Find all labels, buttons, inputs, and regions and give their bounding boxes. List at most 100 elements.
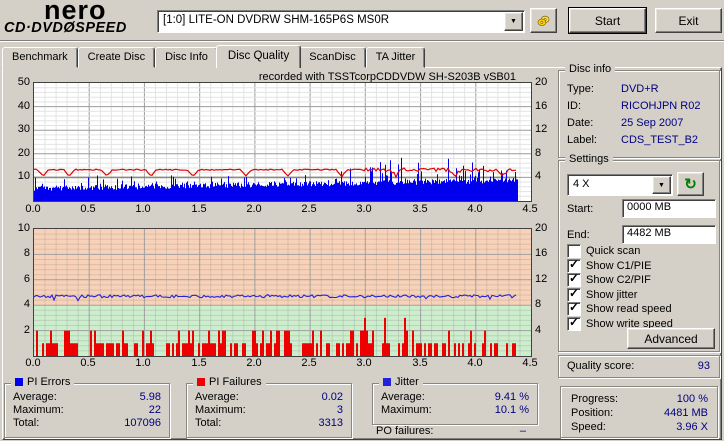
x-axis-tick: 0.5 — [80, 203, 96, 215]
checkbox-show-jitter[interactable]: ✓ — [567, 286, 581, 302]
x-axis-tick: 0.0 — [25, 203, 41, 215]
checkbox-row-show-write-speed: ✓ Show write speed — [567, 315, 673, 331]
y-axis-tick-left: 40 — [17, 100, 30, 112]
stat-label-maximum: Maximum: — [195, 404, 246, 416]
disc-info-value-label: CDS_TEST_B2 — [621, 134, 699, 146]
checkbox-row-show-jitter: ✓ Show jitter — [567, 286, 637, 302]
disc-info-group: Disc info Type: DVD+R ID: RICOHJPN R02 Date:… — [558, 63, 720, 158]
stat-label-average: Average: — [195, 391, 239, 403]
stat-label-average: Average: — [13, 391, 57, 403]
start-button[interactable]: Start — [568, 7, 647, 34]
nero-logo-wordmark: nero — [44, 0, 107, 25]
checkbox-quick-scan[interactable] — [567, 244, 581, 258]
y-axis-tick-right: 12 — [535, 273, 548, 285]
checkbox-show-c1-pie[interactable]: ✓ — [567, 257, 581, 273]
chevron-down-icon[interactable]: ▼ — [652, 176, 671, 194]
settings-group-title: Settings — [565, 153, 613, 165]
start-position-field[interactable]: 0000 MB — [622, 199, 716, 218]
x-axis-tick: 3.5 — [412, 203, 428, 215]
progress-panel: Progress: 100 % Position: 4481 MB Speed: 3.96… — [560, 386, 718, 438]
refresh-media-button[interactable]: ↻ — [677, 172, 704, 196]
y-axis-tick-left: 50 — [17, 76, 30, 88]
y-axis-tick-right: 4 — [535, 170, 542, 182]
y-axis-tick-left: 20 — [17, 147, 30, 159]
checkbox-label-show-write-speed: Show write speed — [586, 318, 673, 330]
pi-errors-chart-canvas — [34, 83, 531, 201]
y-axis-tick-left: 2 — [23, 324, 30, 336]
disc-info-label-label: Label: — [567, 134, 597, 146]
disc-info-label-type: Type: — [567, 83, 594, 95]
checkbox-label-show-read-speed: Show read speed — [586, 303, 672, 316]
checkbox-row-show-c1-pie: ✓ Show C1/PIE — [567, 257, 652, 273]
stat-label-total: Total: — [195, 417, 222, 429]
stats-group-title-jitter: Jitter — [379, 376, 423, 388]
po-failures-label: PO failures: — [376, 425, 434, 437]
disc-info-value-id: RICOHJPN R02 — [621, 100, 701, 112]
drive-select-value: [1:0] LITE-ON DVDRW SHM-165P6S MS0R — [163, 14, 390, 26]
end-position-field[interactable]: 4482 MB — [622, 225, 716, 244]
checkbox-row-show-read-speed: ✓ Show read speed — [567, 300, 672, 317]
checkbox-row-show-c2-pif: ✓ Show C2/PIF — [567, 271, 651, 288]
checkbox-show-write-speed[interactable]: ✓ — [567, 315, 581, 331]
pi-errors-chart — [33, 82, 532, 202]
stats-group-title-pi-errors: PI Errors — [11, 376, 75, 388]
check-mark-icon: ✓ — [569, 271, 580, 286]
exit-button[interactable]: Exit — [655, 8, 722, 33]
stat-value-pi-failures-total: 3313 — [318, 417, 343, 429]
cd-dvd-speed-logo-text: CD·DVDØSPEED — [4, 20, 127, 36]
toolbar-separator — [0, 40, 724, 42]
disc-info-value-date: 25 Sep 2007 — [621, 117, 684, 129]
x-axis-tick: 4.0 — [467, 203, 483, 215]
checkbox-label-quick-scan: Quick scan — [586, 245, 641, 257]
discs-icon — [537, 15, 550, 26]
checkbox-label-show-c2-pif: Show C2/PIF — [586, 274, 651, 287]
check-mark-icon: ✓ — [569, 315, 580, 329]
stats-group-pi-failures: PI Failures Average: 0.02 Maximum: 3 Total: 33… — [186, 376, 352, 438]
tab-ta-jitter[interactable]: TA Jitter — [365, 47, 426, 68]
x-axis-tick: 4.5 — [522, 203, 538, 215]
x-axis-tick: 1.5 — [191, 203, 207, 215]
x-axis-tick: 2.5 — [301, 203, 317, 215]
advanced-button[interactable]: Advanced — [627, 328, 715, 349]
refresh-icon: ↻ — [684, 176, 697, 193]
x-axis-tick: 2.0 — [246, 203, 262, 215]
x-axis-tick: 1.0 — [135, 203, 151, 215]
legend-label: PI Errors — [27, 376, 71, 388]
checkbox-label-show-c1-pie: Show C1/PIE — [586, 259, 652, 272]
tab-create-disc[interactable]: Create Disc — [77, 47, 156, 68]
stat-value-jitter-maximum: 10.1 % — [494, 404, 529, 416]
tab-disc-info[interactable]: Disc Info — [155, 47, 218, 68]
tab-scandisc[interactable]: ScanDisc — [299, 47, 366, 68]
settings-group: Settings 4 X ▼ ↻ Start: 0000 MB End: 448… — [558, 153, 720, 352]
stat-label-maximum: Maximum: — [13, 404, 64, 416]
tab-benchmark[interactable]: Benchmark — [2, 47, 78, 68]
tab-disc-quality[interactable]: Disc Quality — [215, 45, 302, 68]
checkbox-show-c2-pif[interactable]: ✓ — [567, 271, 581, 288]
eject-disc-button[interactable] — [530, 8, 557, 33]
y-axis-tick-right: 20 — [535, 222, 548, 234]
stat-value-pi-errors-average: 5.98 — [139, 391, 161, 403]
legend-square-pi-errors — [15, 378, 23, 386]
x-axis-tick: 1.5 — [191, 357, 207, 369]
stat-label-average: Average: — [381, 391, 425, 403]
y-axis-tick-left: 10 — [17, 222, 30, 234]
chevron-down-icon[interactable]: ▼ — [504, 12, 523, 31]
x-axis-tick: 2.5 — [301, 357, 317, 369]
checkbox-show-read-speed[interactable]: ✓ — [567, 300, 581, 317]
x-axis-tick: 0.0 — [25, 357, 41, 369]
stats-group-pi-errors: PI Errors Average: 5.98 Maximum: 22 Total: 107… — [4, 376, 170, 438]
disc-info-label-id: ID: — [567, 100, 582, 112]
progress-value-progress: 100 % — [676, 393, 708, 405]
progress-value-position: 4481 MB — [663, 407, 708, 419]
po-failures-value: – — [519, 425, 526, 437]
disc-info-value-type: DVD+R — [621, 83, 659, 95]
progress-label-progress: Progress: — [571, 393, 619, 405]
x-axis-tick: 4.5 — [522, 357, 538, 369]
x-axis-tick: 3.0 — [356, 203, 372, 215]
x-axis-tick: 3.0 — [356, 357, 372, 369]
x-axis-tick: 0.5 — [80, 357, 96, 369]
speed-select[interactable]: 4 X ▼ — [567, 174, 673, 196]
x-axis-tick: 2.0 — [246, 357, 262, 369]
drive-select[interactable]: [1:0] LITE-ON DVDRW SHM-165P6S MS0R ▼ — [157, 10, 525, 33]
